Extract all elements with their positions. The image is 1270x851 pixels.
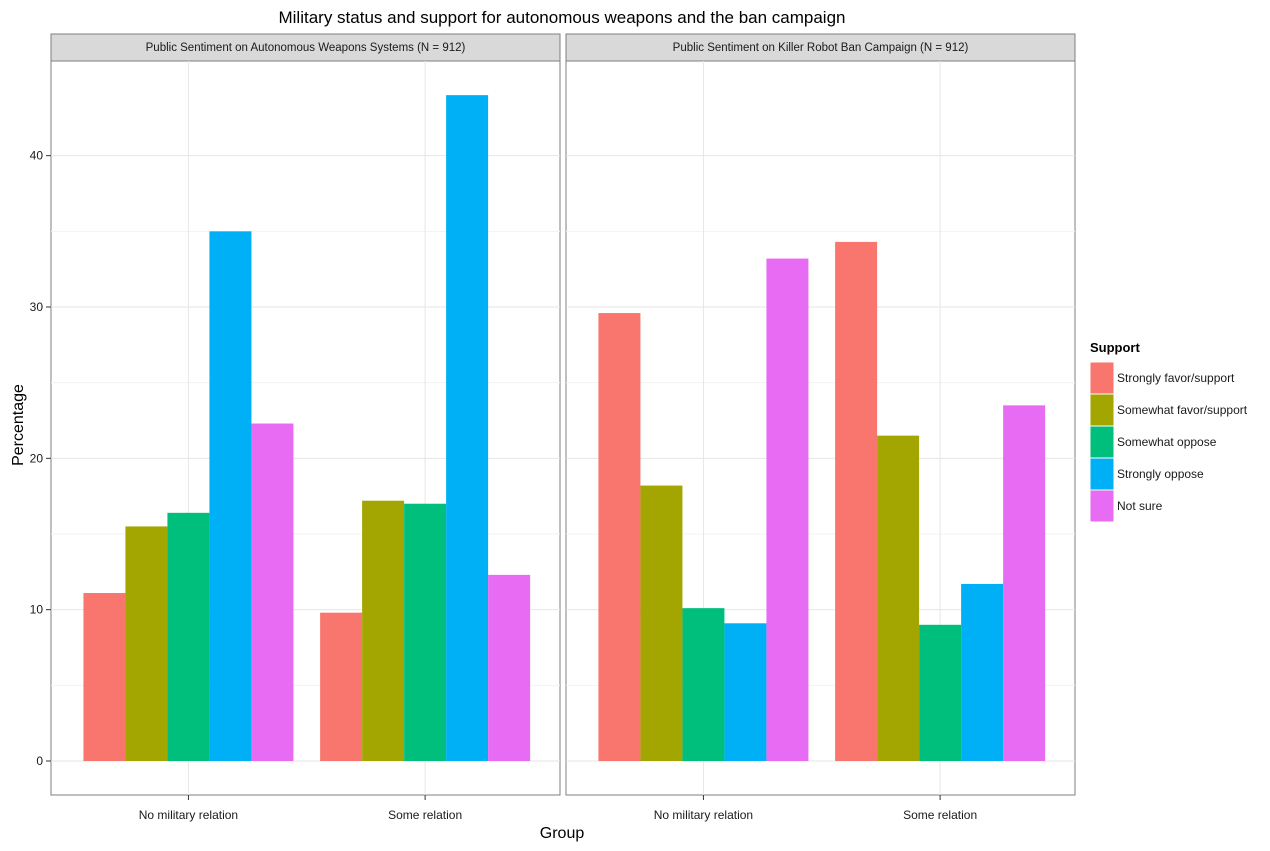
facet-strip [50, 33, 561, 62]
facet-panel: Public Sentiment on Autonomous Weapons S… [30, 33, 561, 822]
facet-strip [565, 33, 1076, 62]
y-tick-label: 0 [36, 754, 43, 768]
bar [488, 574, 531, 761]
chart-title: Military status and support for autonomo… [278, 8, 845, 27]
bar [446, 95, 489, 762]
y-tick-label: 30 [30, 300, 44, 314]
legend-label: Strongly favor/support [1117, 371, 1235, 385]
legend-key [1089, 393, 1115, 427]
bar [320, 612, 363, 761]
y-tick-label: 40 [30, 149, 44, 163]
legend-label: Somewhat favor/support [1117, 403, 1248, 417]
legend-key [1089, 361, 1115, 395]
panels-layer: Public Sentiment on Autonomous Weapons S… [30, 33, 1076, 822]
bar [724, 623, 767, 761]
legend-label: Strongly oppose [1117, 467, 1204, 481]
bar [877, 435, 920, 761]
facet-strip-label: Public Sentiment on Killer Robot Ban Cam… [673, 42, 969, 54]
x-tick-label: No military relation [654, 808, 753, 822]
y-tick-label: 10 [30, 603, 44, 617]
bar [682, 608, 725, 761]
bar [209, 231, 252, 762]
x-axis-title: Group [540, 825, 585, 842]
bar [404, 503, 447, 761]
legend-label: Somewhat oppose [1117, 435, 1217, 449]
bar [766, 258, 809, 761]
bar [598, 313, 641, 761]
bar [125, 526, 168, 761]
bar [251, 423, 294, 761]
legend: Support Strongly favor/support Somewhat f… [1089, 340, 1248, 523]
bar [961, 583, 1004, 761]
x-tick-label: Some relation [388, 808, 462, 822]
facet-strip-label: Public Sentiment on Autonomous Weapons S… [146, 42, 466, 54]
bar [1003, 405, 1046, 761]
legend-key [1089, 425, 1115, 459]
bar [919, 624, 962, 761]
x-tick-label: Some relation [903, 808, 977, 822]
bar [362, 500, 405, 761]
bar [167, 512, 210, 761]
y-axis-title: Percentage [10, 384, 27, 466]
legend-title: Support [1090, 340, 1140, 355]
legend-label: Not sure [1117, 499, 1163, 513]
bar [640, 485, 683, 761]
x-tick-label: No military relation [139, 808, 238, 822]
facet-panel: Public Sentiment on Killer Robot Ban Cam… [565, 33, 1076, 822]
bar [835, 241, 878, 762]
legend-key [1089, 457, 1115, 491]
y-tick-label: 20 [30, 451, 44, 465]
legend-key [1089, 489, 1115, 523]
bar [83, 593, 126, 761]
